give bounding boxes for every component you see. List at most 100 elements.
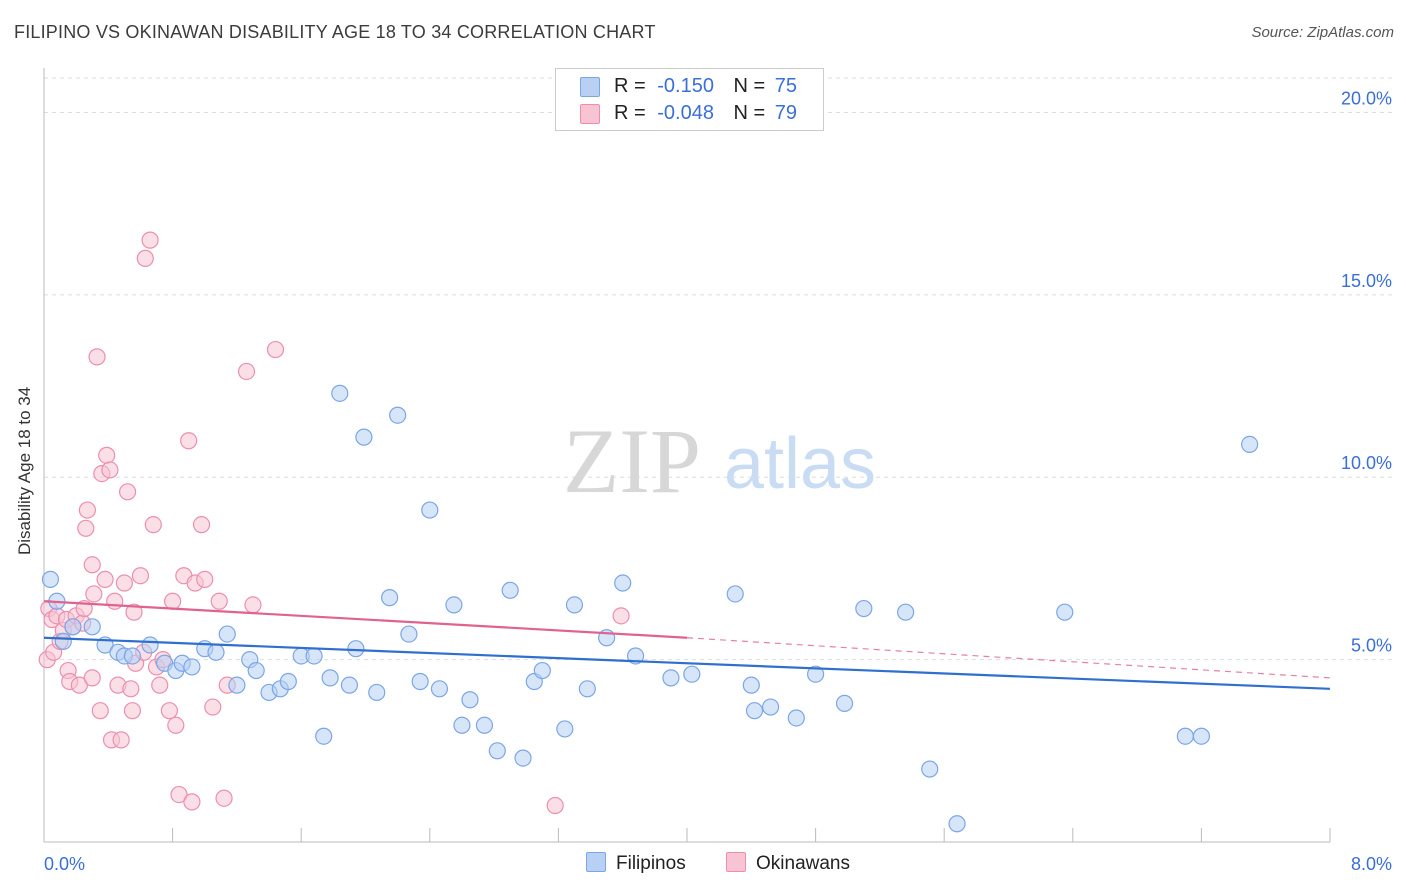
okinawans-point [210, 592, 228, 610]
filipinos-point [948, 815, 966, 833]
okinawans-point [70, 676, 88, 694]
okinawans-point [106, 592, 124, 610]
okinawans-point [112, 731, 130, 749]
stats-legend: R = -0.150 N = 75 R = -0.048 N = 79 [555, 68, 824, 131]
filipinos-point [1176, 727, 1194, 745]
filipinos-point [835, 694, 854, 712]
okinawans-point [85, 585, 103, 603]
filipinos-point [411, 672, 429, 691]
okinawans-point [83, 556, 101, 574]
filipinos-point [279, 672, 297, 691]
filipinos-point [64, 618, 82, 636]
tick-labels: 5.0% 10.0% 15.0% 20.0% 0.0% 8.0% [44, 88, 1392, 874]
filipinos-point [683, 665, 701, 683]
okinawans-point [125, 603, 143, 621]
r-value: -0.150 [657, 75, 714, 97]
okinawans-trend-extension [686, 637, 1331, 679]
filipinos-point [726, 585, 744, 603]
r-label: R = [614, 75, 646, 97]
filipinos-point [321, 669, 339, 687]
filipinos-point [83, 618, 101, 636]
filipinos-points [41, 384, 1259, 833]
okinawans-point [115, 574, 133, 592]
filipinos-point [475, 716, 494, 734]
okinawans-point [96, 570, 114, 588]
filipinos-legend-label: Filipinos [616, 853, 686, 874]
filipinos-point [368, 683, 386, 702]
okinawans-point [144, 516, 162, 534]
filipinos-point [806, 665, 825, 683]
okinawans-point [136, 249, 154, 267]
okinawans-point [215, 789, 233, 807]
filipinos-point [787, 709, 805, 727]
n-label: N = [733, 75, 766, 97]
okinawans-point [192, 516, 211, 534]
filipinos-point [218, 625, 236, 643]
filipinos-point [897, 603, 915, 621]
filipinos-point [556, 720, 574, 738]
filipinos-point [400, 625, 418, 643]
filipinos-point [315, 727, 333, 745]
filipinos-point [761, 698, 780, 716]
okinawans-legend-swatch [726, 852, 746, 872]
okinawans-point [237, 362, 256, 381]
filipinos-point [745, 702, 764, 720]
r-label: R = [614, 102, 646, 124]
okinawans-point [196, 570, 214, 588]
okinawans-point [612, 607, 630, 625]
okinawans-point [546, 796, 564, 815]
watermark-atlas: atlas [724, 424, 876, 504]
legend-item-filipinos: Filipinos [586, 852, 686, 875]
filipinos-point [855, 599, 873, 618]
source-label: Source: ZipAtlas.com [1251, 24, 1394, 41]
y-tick-label: 10.0% [1341, 453, 1392, 473]
filipinos-legend-swatch [586, 852, 606, 872]
filipinos-point [461, 691, 479, 709]
watermark: ZIP atlas [563, 410, 876, 512]
filipinos-point [1192, 727, 1211, 745]
filipinos-point [381, 589, 399, 607]
filipinos-point [340, 676, 359, 694]
okinawans-point [78, 501, 97, 519]
trend-lines [43, 600, 1331, 690]
okinawans-point [141, 231, 159, 249]
filipinos-point [421, 501, 439, 519]
okinawans-swatch [580, 104, 600, 124]
okinawans-point [98, 446, 116, 464]
filipinos-point [501, 581, 519, 599]
okinawans-trend-line [43, 600, 688, 639]
y-tick-label: 15.0% [1341, 271, 1392, 291]
okinawans-point [118, 483, 137, 501]
okinawans-point [101, 461, 119, 479]
filipinos-point [347, 640, 365, 658]
filipinos-point [355, 428, 373, 446]
okinawans-point [91, 702, 109, 720]
okinawans-point [266, 340, 285, 359]
okinawans-point [122, 680, 140, 698]
okinawans-point [77, 519, 95, 537]
watermark-zip: ZIP [563, 410, 701, 512]
okinawans-point [164, 592, 182, 610]
filipinos-point [183, 658, 201, 676]
filipinos-point [662, 669, 680, 687]
filipinos-swatch [580, 77, 600, 97]
n-label: N = [733, 102, 766, 124]
filipinos-point [389, 406, 407, 424]
okinawans-point [204, 698, 222, 716]
filipinos-point [533, 661, 551, 680]
okinawans-point [244, 596, 262, 614]
okinawans-point [160, 702, 178, 720]
y-tick-label: 20.0% [1341, 88, 1392, 108]
filipinos-point [445, 596, 463, 614]
filipinos-point [453, 716, 471, 734]
x-tick-label-min: 0.0% [44, 854, 85, 874]
filipinos-point [1241, 435, 1259, 454]
filipinos-point [123, 647, 142, 665]
okinawans-points [38, 231, 630, 815]
okinawans-point [170, 785, 188, 804]
filipinos-point [565, 596, 584, 614]
filipinos-point [430, 680, 449, 698]
y-tick-label: 5.0% [1351, 636, 1392, 656]
okinawans-point [167, 716, 185, 734]
